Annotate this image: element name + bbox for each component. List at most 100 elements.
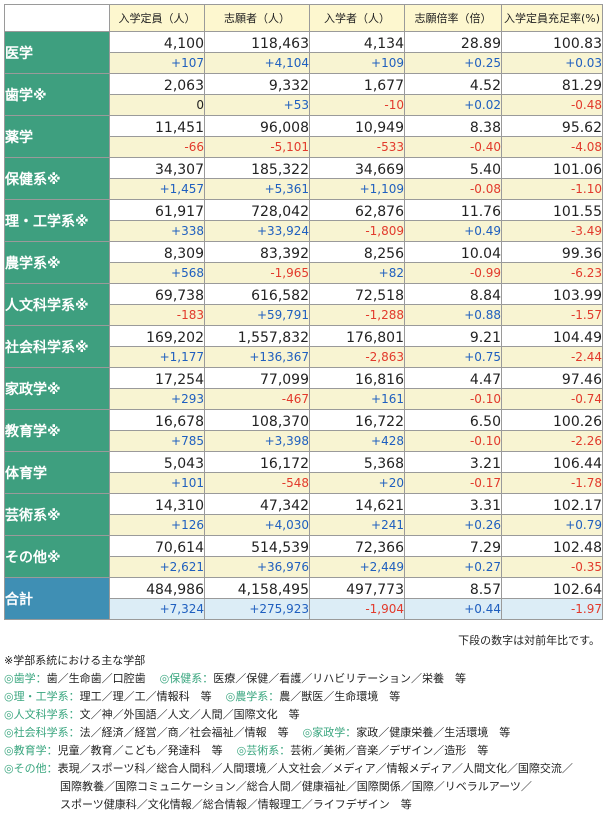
- change-application-ratio: +0.02: [404, 94, 502, 116]
- change-applicants: +36,976: [204, 556, 310, 578]
- value-enrolled: 5,368: [309, 451, 405, 473]
- value-applicants: 9,332: [204, 73, 310, 95]
- legend-category: ◎その他：: [4, 762, 58, 775]
- table-row: 体育学 5,043 16,172 5,368 3.21 106.44: [4, 451, 603, 494]
- legend-category: ◎教育学：: [4, 744, 58, 757]
- value-application-ratio: 8.84: [404, 283, 502, 305]
- legend-text: 芸術／美術／音楽／デザイン／造形 等: [290, 744, 489, 757]
- value-capacity: 61,917: [109, 199, 205, 221]
- header-applicants: 志願者（人）: [204, 4, 310, 32]
- legend-continuation: スポーツ健康科／文化情報／総合情報／情報理工／ライフデザイン 等: [60, 798, 412, 811]
- value-enrolled: 62,876: [309, 199, 405, 221]
- value-fill-rate: 101.55: [501, 199, 603, 221]
- change-capacity: +785: [109, 430, 205, 452]
- change-capacity: +293: [109, 388, 205, 410]
- value-application-ratio: 11.76: [404, 199, 502, 221]
- change-applicants: +59,791: [204, 304, 310, 326]
- table-change-row: +1,457 +5,361 +1,109 -0.08 -1.10: [5, 178, 603, 200]
- value-fill-rate: 95.62: [501, 115, 603, 137]
- value-enrolled: 14,621: [309, 493, 405, 515]
- value-enrolled: 1,677: [309, 73, 405, 95]
- value-applicants: 616,582: [204, 283, 310, 305]
- change-applicants: +136,367: [204, 346, 310, 368]
- change-fill-rate: -1.78: [501, 472, 603, 494]
- change-applicants: +5,361: [204, 178, 310, 200]
- category-label: その他※: [4, 535, 110, 578]
- value-capacity: 484,986: [109, 577, 205, 599]
- value-applicants: 83,392: [204, 241, 310, 263]
- legend: ※学部系統における主な学部 ◎歯学：歯／生命歯／口腔歯 ◎保健系：医療／保健／看護…: [4, 652, 604, 814]
- value-fill-rate: 101.06: [501, 157, 603, 179]
- change-capacity: 0: [109, 94, 205, 116]
- change-enrolled: +241: [309, 514, 405, 536]
- change-fill-rate: -0.48: [501, 94, 603, 116]
- change-application-ratio: +0.75: [404, 346, 502, 368]
- change-capacity: +1,177: [109, 346, 205, 368]
- change-applicants: -5,101: [204, 136, 310, 158]
- category-label: 社会科学系※: [4, 325, 110, 368]
- category-label: 教育学※: [4, 409, 110, 452]
- table-change-row: 0 +53 -10 +0.02 -0.48: [5, 94, 603, 116]
- value-application-ratio: 28.89: [404, 31, 502, 53]
- value-applicants: 16,172: [204, 451, 310, 473]
- header-corner: [4, 4, 110, 32]
- change-capacity: -66: [109, 136, 205, 158]
- value-capacity: 34,307: [109, 157, 205, 179]
- table-change-row: +338 +33,924 -1,809 +0.49 -3.49: [5, 220, 603, 242]
- value-capacity: 11,451: [109, 115, 205, 137]
- table-row: その他※ 70,614 514,539 72,366 7.29 102.48: [4, 535, 603, 578]
- change-enrolled: +1,109: [309, 178, 405, 200]
- change-fill-rate: -4.08: [501, 136, 603, 158]
- value-fill-rate: 97.46: [501, 367, 603, 389]
- table-row: 人文科学系※ 69,738 616,582 72,518 8.84 103.99: [4, 283, 603, 326]
- table-change-row: +568 -1,965 +82 -0.99 -6.23: [5, 262, 603, 284]
- category-label: 保健系※: [4, 157, 110, 200]
- value-application-ratio: 9.21: [404, 325, 502, 347]
- change-enrolled: +428: [309, 430, 405, 452]
- admissions-table: 入学定員（人） 志願者（人） 入学者（人） 志願倍率（倍） 入学定員充足率(%)…: [4, 4, 603, 620]
- table-row: 家政学※ 17,254 77,099 16,816 4.47 97.46: [4, 367, 603, 410]
- change-fill-rate: -6.23: [501, 262, 603, 284]
- legend-category: ◎人文科学系：: [4, 708, 80, 721]
- value-application-ratio: 5.40: [404, 157, 502, 179]
- value-capacity: 8,309: [109, 241, 205, 263]
- value-enrolled: 8,256: [309, 241, 405, 263]
- change-fill-rate: -0.74: [501, 388, 603, 410]
- value-application-ratio: 10.04: [404, 241, 502, 263]
- value-enrolled: 4,134: [309, 31, 405, 53]
- legend-category: ◎保健系：: [159, 672, 214, 685]
- change-application-ratio: +0.44: [404, 598, 502, 620]
- value-applicants: 47,342: [204, 493, 310, 515]
- value-applicants: 728,042: [204, 199, 310, 221]
- value-fill-rate: 104.49: [501, 325, 603, 347]
- legend-text: 文／神／外国語／人文／人間／国際文化 等: [79, 708, 300, 721]
- change-applicants: +53: [204, 94, 310, 116]
- value-application-ratio: 8.57: [404, 577, 502, 599]
- category-label: 体育学: [4, 451, 110, 494]
- change-enrolled: -2,863: [309, 346, 405, 368]
- change-application-ratio: -0.08: [404, 178, 502, 200]
- table-row: 社会科学系※ 169,202 1,557,832 176,801 9.21 104.49: [4, 325, 603, 368]
- table-row: 農学系※ 8,309 83,392 8,256 10.04 99.36: [4, 241, 603, 284]
- value-applicants: 4,158,495: [204, 577, 310, 599]
- category-label: 薬学: [4, 115, 110, 158]
- value-enrolled: 497,773: [309, 577, 405, 599]
- legend-continuation: 国際教養／国際コミュニケーション／総合人間／健康福祉／国際関係／国際／リベラルア…: [60, 780, 532, 793]
- value-applicants: 185,322: [204, 157, 310, 179]
- change-fill-rate: -0.35: [501, 556, 603, 578]
- value-fill-rate: 100.26: [501, 409, 603, 431]
- value-enrolled: 16,722: [309, 409, 405, 431]
- change-fill-rate: +0.79: [501, 514, 603, 536]
- change-applicants: -548: [204, 472, 310, 494]
- change-capacity: +1,457: [109, 178, 205, 200]
- legend-category: ◎農学系：: [225, 690, 280, 703]
- legend-title: ※学部系統における主な学部: [4, 654, 146, 667]
- legend-line: ◎教育学：児童／教育／こども／発達科 等 ◎芸術系：芸術／美術／音楽／デザイン／造…: [4, 742, 604, 760]
- value-applicants: 118,463: [204, 31, 310, 53]
- change-enrolled: +20: [309, 472, 405, 494]
- legend-category: ◎芸術系：: [236, 744, 291, 757]
- change-capacity: +101: [109, 472, 205, 494]
- change-fill-rate: -3.49: [501, 220, 603, 242]
- value-fill-rate: 99.36: [501, 241, 603, 263]
- value-capacity: 4,100: [109, 31, 205, 53]
